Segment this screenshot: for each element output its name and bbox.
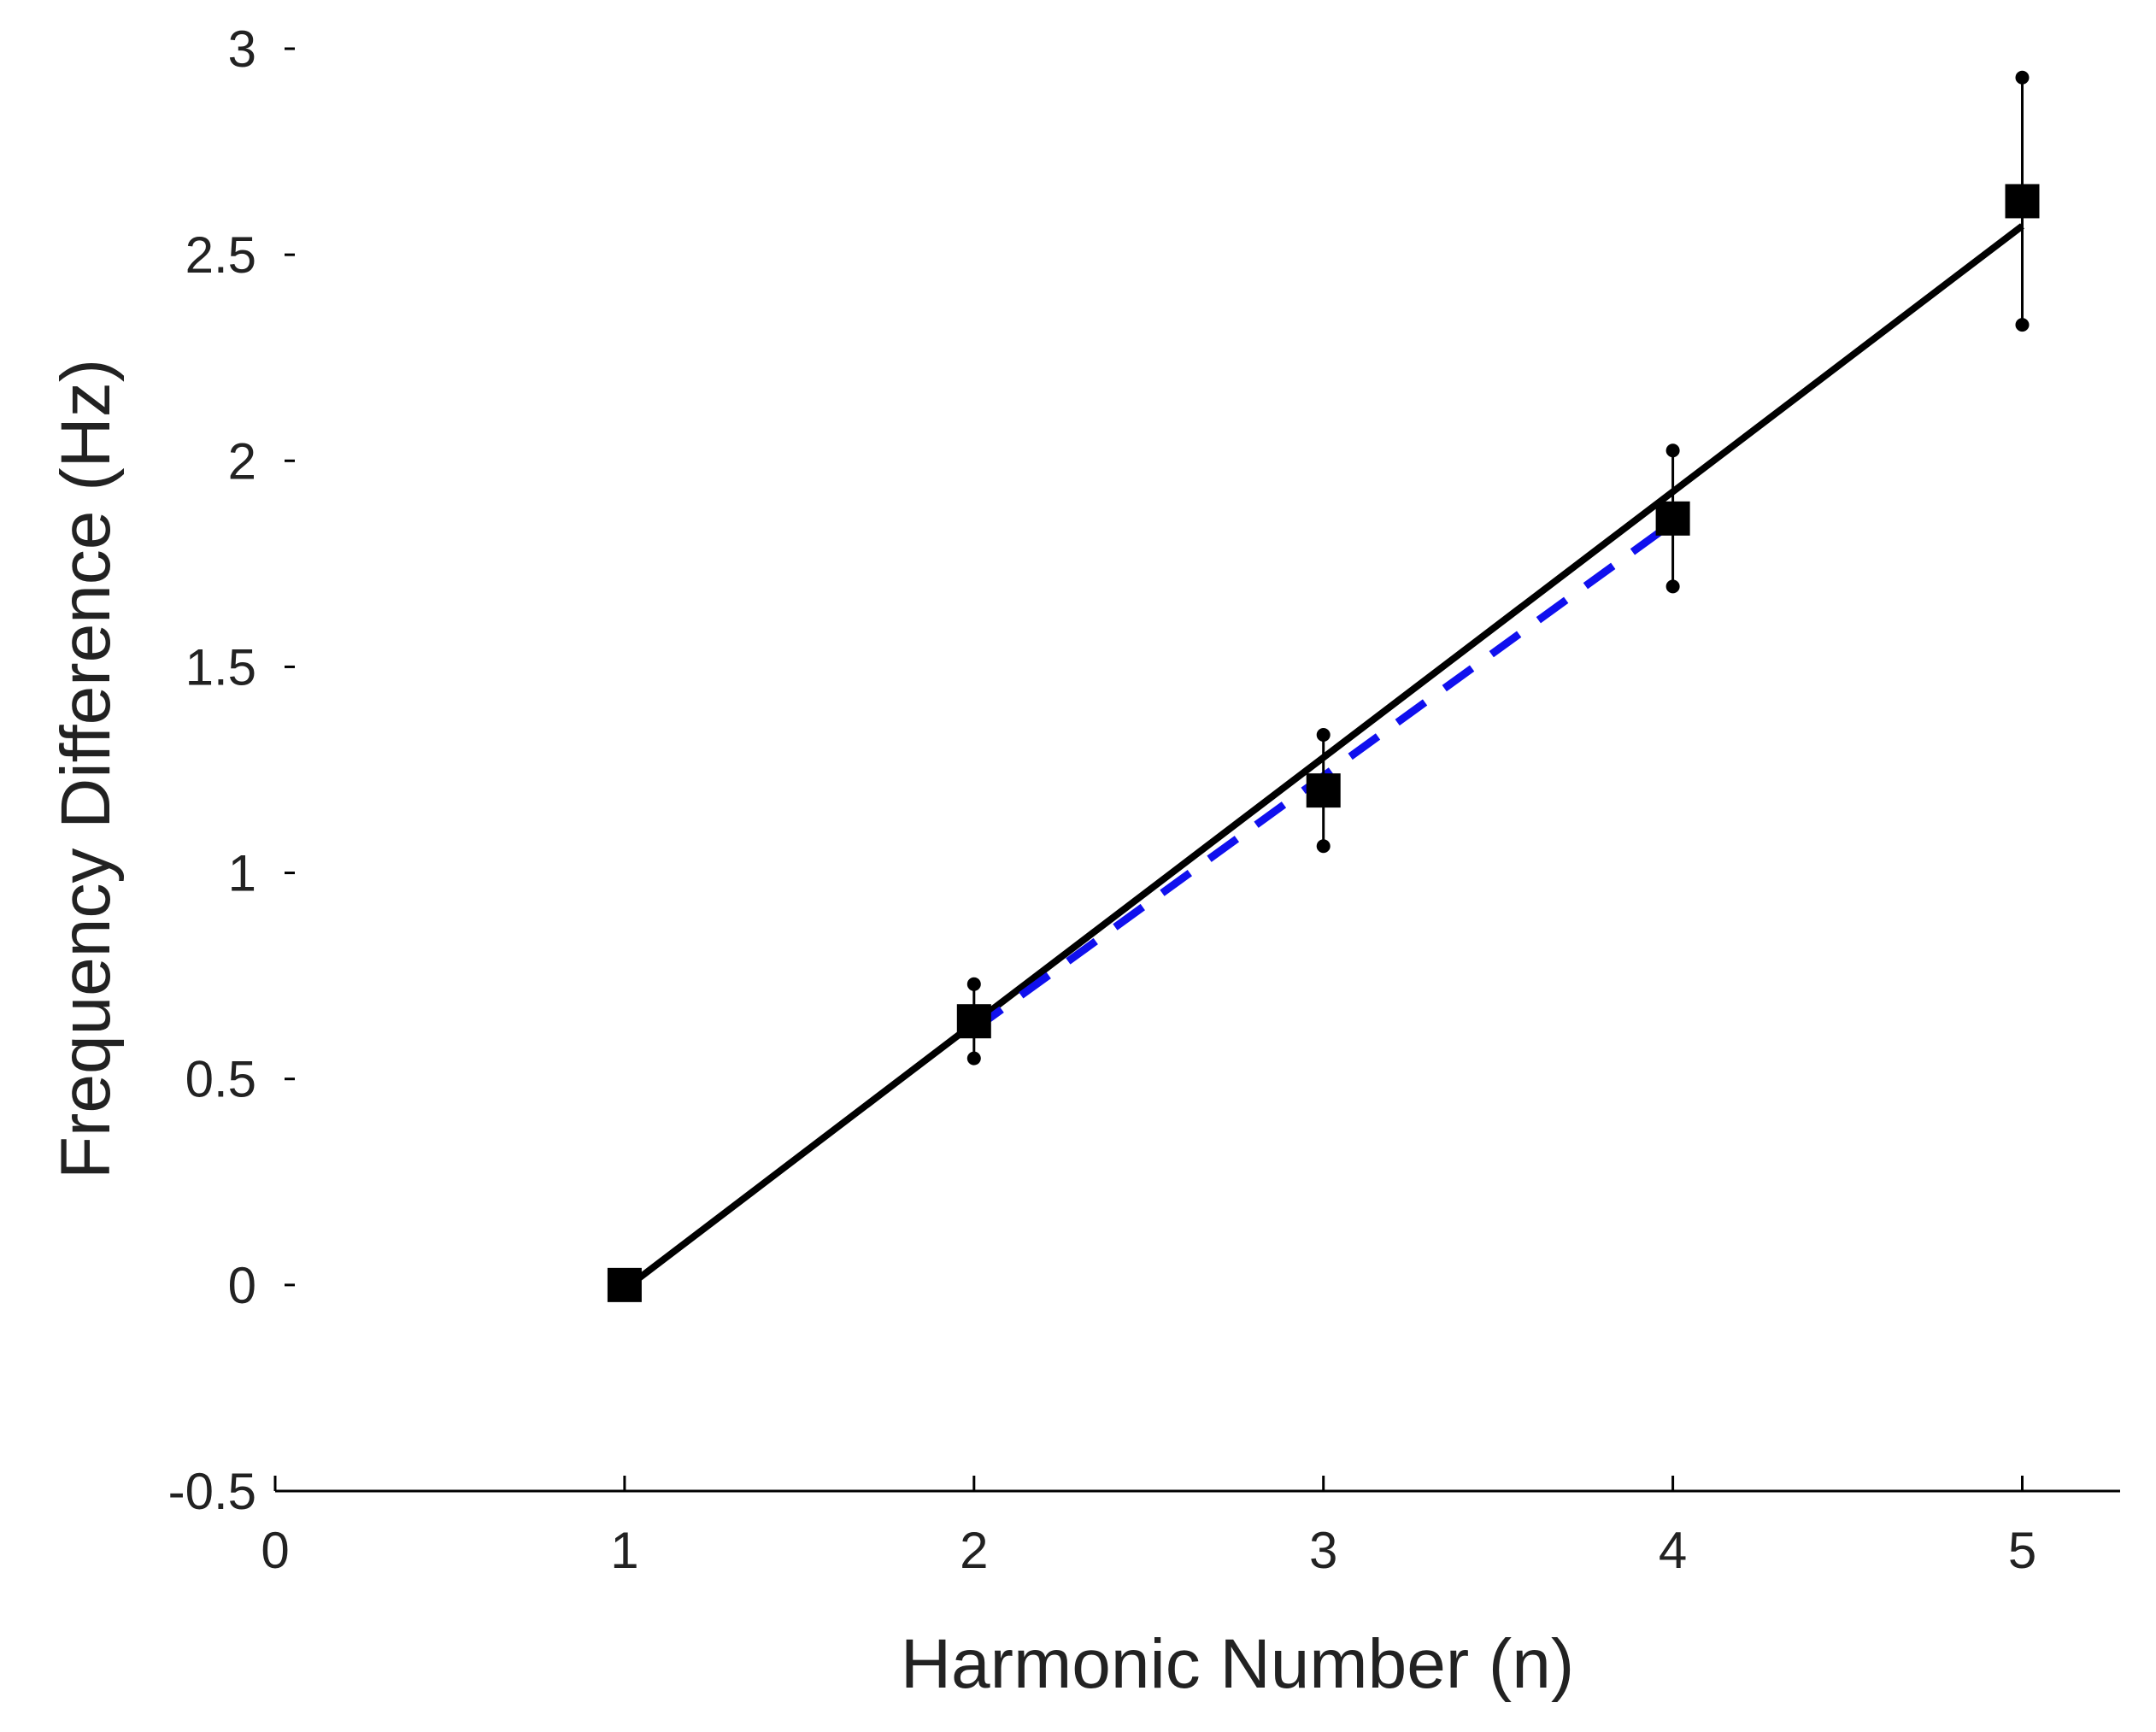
x-tick-label: 3 — [1309, 1522, 1337, 1579]
error-cap — [1665, 443, 1680, 458]
x-axis-title: Harmonic Number (n) — [901, 1625, 1574, 1703]
error-cap — [966, 977, 981, 991]
error-cap — [2015, 70, 2030, 85]
point — [1655, 501, 1690, 536]
y-tick-label: 1 — [228, 845, 256, 902]
x-tick-label: 2 — [960, 1522, 988, 1579]
x-tick-label: 1 — [610, 1522, 638, 1579]
x-tick-label: 4 — [1659, 1522, 1687, 1579]
y-tick-label: -0.5 — [168, 1463, 256, 1520]
point — [2005, 184, 2040, 219]
error-cap — [2015, 318, 2030, 332]
error-cap — [1665, 579, 1680, 594]
point — [1306, 773, 1341, 808]
y-tick-label: 0 — [228, 1257, 256, 1314]
y-tick-label: 1.5 — [185, 638, 256, 696]
x-tick-label: 5 — [2008, 1522, 2036, 1579]
point — [956, 1004, 991, 1039]
y-tick-label: 0.5 — [185, 1051, 256, 1108]
error-cap — [1316, 728, 1331, 743]
y-axis-title: Frequency Difference (Hz) — [47, 359, 125, 1179]
error-cap — [1316, 839, 1331, 854]
y-tick-label: 2 — [228, 432, 256, 490]
point — [607, 1267, 642, 1302]
y-tick-label: 3 — [228, 21, 256, 78]
x-tick-label: 0 — [261, 1522, 289, 1579]
y-tick-label: 2.5 — [185, 226, 256, 284]
error-cap — [966, 1051, 981, 1066]
